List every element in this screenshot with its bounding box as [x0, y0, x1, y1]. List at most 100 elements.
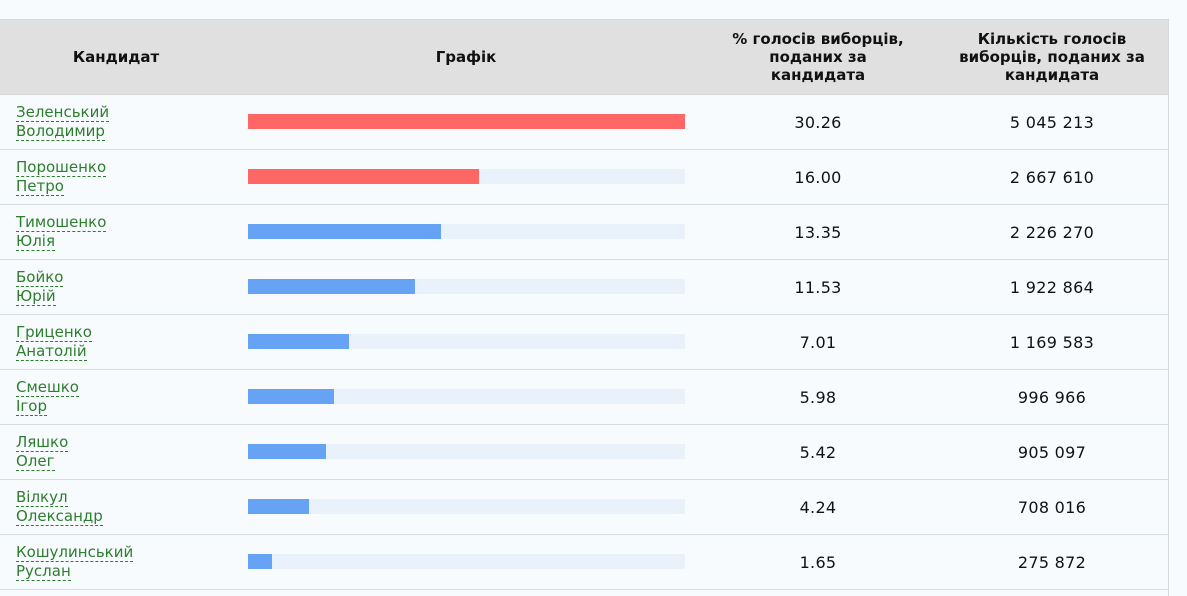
table-header: Кандидат Графік % голосів виборців, пода… — [0, 20, 1168, 95]
candidate-name-line: Олег — [16, 452, 226, 471]
bar-track — [248, 334, 685, 349]
header-graph-label: Графік — [435, 48, 497, 66]
header-percent: % голосів виборців, поданих за кандидата — [700, 20, 936, 94]
candidate-name-line: Вілкул — [16, 488, 226, 507]
header-percent-line: поданих за — [769, 48, 867, 66]
candidate-link[interactable]: Володимир — [16, 122, 105, 141]
header-candidate: Кандидат — [0, 20, 232, 94]
candidate-cell: Смешко Ігор — [16, 378, 226, 416]
bar-track — [248, 279, 685, 294]
percent-value: 13.35 — [794, 222, 842, 242]
candidate-link[interactable]: Олександр — [16, 507, 103, 526]
candidate-name-line: Юрій — [16, 287, 226, 306]
candidate-cell: Вілкул Олександр — [16, 488, 226, 526]
candidate-name-line: Ігор — [16, 397, 226, 416]
candidate-name-line: Володимир — [16, 122, 226, 141]
candidate-name-line: Кошулинський — [16, 543, 226, 562]
header-percent-line: кандидата — [770, 66, 866, 84]
bar — [248, 499, 309, 514]
percent-value: 1.65 — [799, 552, 837, 572]
candidate-link[interactable]: Кошулинський — [16, 543, 134, 562]
bar — [248, 389, 334, 404]
candidate-link[interactable]: Порошенко — [16, 158, 107, 177]
votes-value: 905 097 — [1017, 442, 1087, 462]
table-body: Зеленський Володимир 30.26 5 045 213 Порошен… — [0, 95, 1168, 590]
bar — [248, 114, 685, 129]
candidate-cell: Кошулинський Руслан — [16, 543, 226, 581]
candidate-link[interactable]: Руслан — [16, 562, 71, 581]
candidate-link[interactable]: Зеленський — [16, 103, 110, 122]
header-votes-line: виборців, поданих за — [959, 48, 1145, 66]
candidate-cell: Бойко Юрій — [16, 268, 226, 306]
bar — [248, 279, 415, 294]
votes-value: 996 966 — [1017, 387, 1087, 407]
candidate-link[interactable]: Бойко — [16, 268, 64, 287]
candidate-cell: Тимошенко Юлія — [16, 213, 226, 251]
candidate-link[interactable]: Тимошенко — [16, 213, 107, 232]
votes-value: 2 226 270 — [1009, 222, 1095, 242]
table-row: Тимошенко Юлія 13.35 2 226 270 — [0, 205, 1168, 260]
candidate-link[interactable]: Юрій — [16, 287, 56, 306]
percent-value: 11.53 — [794, 277, 842, 297]
percent-value: 5.42 — [799, 442, 837, 462]
percent-value: 16.00 — [794, 167, 842, 187]
votes-value: 2 667 610 — [1009, 167, 1095, 187]
votes-value: 1 922 864 — [1009, 277, 1095, 297]
candidate-link[interactable]: Вілкул — [16, 488, 68, 507]
table-row: Смешко Ігор 5.98 996 966 — [0, 370, 1168, 425]
candidate-name-line: Руслан — [16, 562, 226, 581]
percent-value: 4.24 — [799, 497, 837, 517]
percent-value: 5.98 — [799, 387, 837, 407]
votes-value: 1 169 583 — [1009, 332, 1095, 352]
votes-value: 275 872 — [1017, 552, 1087, 572]
percent-value: 30.26 — [794, 112, 842, 132]
table-row: Кошулинський Руслан 1.65 275 872 — [0, 535, 1168, 590]
candidate-link[interactable]: Юлія — [16, 232, 55, 251]
candidate-link[interactable]: Смешко — [16, 378, 79, 397]
bar-track — [248, 389, 685, 404]
table-row: Гриценко Анатолій 7.01 1 169 583 — [0, 315, 1168, 370]
candidate-name-line: Олександр — [16, 507, 226, 526]
candidate-name-line: Ляшко — [16, 433, 226, 452]
bar — [248, 224, 441, 239]
candidate-link[interactable]: Гриценко — [16, 323, 92, 342]
candidate-link[interactable]: Олег — [16, 452, 55, 471]
candidate-name-line: Смешко — [16, 378, 226, 397]
bar — [248, 169, 479, 184]
candidate-link[interactable]: Анатолій — [16, 342, 87, 361]
table-row: Ляшко Олег 5.42 905 097 — [0, 425, 1168, 480]
bar-track — [248, 169, 685, 184]
bar-track — [248, 114, 685, 129]
candidate-cell: Гриценко Анатолій — [16, 323, 226, 361]
table-row: Порошенко Петро 16.00 2 667 610 — [0, 150, 1168, 205]
header-graph: Графік — [232, 20, 700, 94]
candidate-cell: Зеленський Володимир — [16, 103, 226, 141]
percent-value: 7.01 — [799, 332, 837, 352]
header-votes-line: кандидата — [1004, 66, 1100, 84]
candidate-link[interactable]: Петро — [16, 177, 64, 196]
bar-track — [248, 554, 685, 569]
table-row: Зеленський Володимир 30.26 5 045 213 — [0, 95, 1168, 150]
candidate-name-line: Тимошенко — [16, 213, 226, 232]
candidate-link[interactable]: Ігор — [16, 397, 48, 416]
header-votes-line: Кількість голосів — [977, 30, 1127, 48]
bar — [248, 554, 272, 569]
candidate-link[interactable]: Ляшко — [16, 433, 69, 452]
bar-track — [248, 224, 685, 239]
candidate-name-line: Петро — [16, 177, 226, 196]
candidate-name-line: Гриценко — [16, 323, 226, 342]
candidate-name-line: Бойко — [16, 268, 226, 287]
candidate-name-line: Анатолій — [16, 342, 226, 361]
bar-track — [248, 499, 685, 514]
table-row: Бойко Юрій 11.53 1 922 864 — [0, 260, 1168, 315]
bar — [248, 334, 349, 349]
results-table: Кандидат Графік % голосів виборців, пода… — [0, 19, 1169, 596]
table-row: Вілкул Олександр 4.24 708 016 — [0, 480, 1168, 535]
candidate-name-line: Зеленський — [16, 103, 226, 122]
votes-value: 5 045 213 — [1009, 112, 1095, 132]
bar-track — [248, 444, 685, 459]
header-votes: Кількість голосів виборців, поданих за к… — [936, 20, 1168, 94]
candidate-name-line: Юлія — [16, 232, 226, 251]
candidate-cell: Ляшко Олег — [16, 433, 226, 471]
candidate-name-line: Порошенко — [16, 158, 226, 177]
